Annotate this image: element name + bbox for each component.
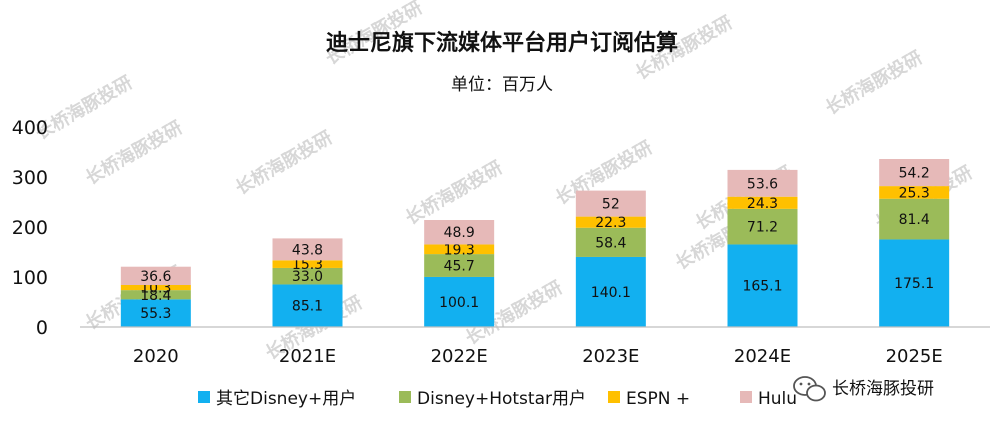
data-label: 24.3 — [747, 196, 778, 212]
data-label: 81.4 — [899, 212, 930, 228]
x-tick-label: 2020 — [133, 346, 179, 367]
x-tick-label: 2023E — [582, 346, 639, 367]
legend-label: Hulu — [758, 389, 797, 409]
bar-segment — [727, 196, 798, 209]
data-label: 48.9 — [444, 225, 475, 241]
y-tick-label: 200 — [12, 217, 48, 239]
bar-segment — [727, 244, 798, 327]
legend-label: 其它Disney+用户 — [216, 389, 356, 409]
legend-label: ESPN + — [626, 389, 690, 409]
bar-segment — [120, 266, 191, 285]
y-tick-label: 100 — [12, 267, 48, 289]
watermark-text: 长桥海豚投研 — [82, 116, 187, 189]
bar-segment — [879, 186, 950, 199]
x-tick-label: 2025E — [886, 346, 943, 367]
data-label: 43.8 — [292, 242, 323, 258]
bar-segment — [879, 198, 950, 240]
bar-segment — [575, 256, 646, 327]
data-label: 100.1 — [439, 295, 479, 311]
bar-segment — [727, 208, 798, 245]
watermark-text: 长桥海豚投研 — [822, 46, 927, 119]
bar-segment — [272, 238, 343, 261]
data-label: 71.2 — [747, 220, 778, 236]
y-tick-label: 0 — [36, 317, 48, 339]
bars-group: 55.318.410.336.685.133.015.343.8100.145.… — [120, 159, 950, 327]
watermark-text: 长桥海豚投研 — [232, 126, 337, 199]
bar-segment — [272, 267, 343, 285]
bar-segment — [272, 284, 343, 327]
data-label: 19.3 — [444, 242, 475, 258]
bar-segment — [879, 159, 950, 187]
legend: 其它Disney+用户 Disney+Hotstar用户 ESPN + Hulu — [198, 389, 797, 409]
x-tick-label: 2022E — [431, 346, 488, 367]
bar-segment — [120, 285, 191, 291]
bar-segment — [575, 216, 646, 228]
wechat-icon — [793, 376, 826, 402]
chart-subtitle: 单位：百万人 — [451, 75, 553, 95]
legend-label: Disney+Hotstar用户 — [417, 389, 586, 409]
data-label: 140.1 — [591, 285, 631, 301]
bar-segment — [424, 276, 495, 327]
bar-segment — [575, 190, 646, 217]
legend-swatch — [399, 391, 411, 403]
badge-text: 长桥海豚投研 — [832, 379, 934, 399]
x-axis: 2020 2021E 2022E 2023E 2024E 2025E — [80, 326, 990, 367]
data-label: 55.3 — [140, 306, 171, 322]
source-badge: 长桥海豚投研 — [793, 376, 934, 402]
data-label: 18.4 — [140, 288, 171, 304]
x-tick-label: 2021E — [279, 346, 336, 367]
y-axis: 0 100 200 300 400 — [12, 117, 48, 339]
y-tick-label: 300 — [12, 167, 48, 189]
legend-swatch — [198, 391, 210, 403]
data-label: 52 — [602, 197, 620, 213]
data-label: 45.7 — [444, 259, 475, 275]
legend-swatch — [608, 391, 620, 403]
bar-segment — [120, 290, 191, 300]
bar-segment — [120, 299, 191, 327]
data-label: 165.1 — [742, 279, 782, 295]
legend-swatch — [740, 391, 752, 403]
y-tick-label: 400 — [12, 117, 48, 139]
bar-segment — [727, 169, 798, 197]
data-label: 54.2 — [899, 166, 930, 182]
data-label: 33.0 — [292, 269, 323, 285]
bar-segment — [424, 254, 495, 277]
bar-segment — [424, 244, 495, 255]
data-label: 58.4 — [595, 235, 626, 251]
chart-title: 迪士尼旗下流媒体平台用户订阅估算 — [326, 30, 678, 56]
data-label: 15.3 — [292, 257, 323, 273]
bar-segment — [575, 227, 646, 257]
data-label: 22.3 — [595, 215, 626, 231]
x-tick-label: 2024E — [734, 346, 791, 367]
bar-segment — [879, 239, 950, 327]
watermark-text: 长桥海豚投研 — [402, 156, 507, 229]
bar-segment — [424, 220, 495, 245]
data-label: 53.6 — [747, 176, 778, 192]
data-label: 36.6 — [140, 269, 171, 285]
data-label: 85.1 — [292, 299, 323, 315]
data-label: 25.3 — [899, 185, 930, 201]
bar-segment — [272, 260, 343, 268]
data-label: 175.1 — [894, 276, 934, 292]
